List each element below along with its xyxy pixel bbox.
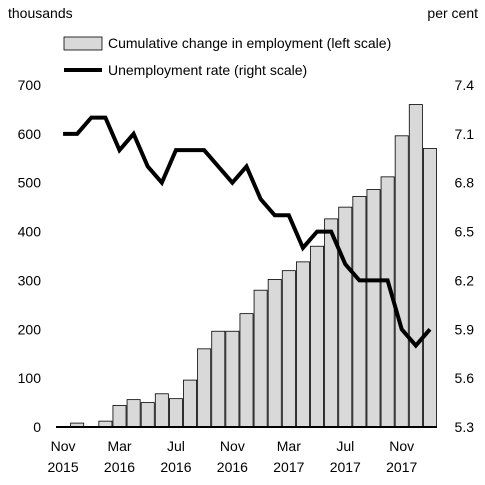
employment-bar	[211, 330, 226, 428]
x-tick-year: 2017	[386, 459, 417, 475]
x-axis-ticks: Nov 2015 Mar 2016 Jul 2016 Nov 2016 Mar 2017 Jul 20…	[47, 438, 417, 475]
left-axis-unit: thousands	[8, 5, 73, 21]
left-axis-ticks: 0 100 200 300 400 500 600 700	[18, 77, 42, 435]
right-tick-label: 7.1	[455, 126, 475, 142]
unemployment-rate-line	[63, 115, 432, 349]
legend: Cumulative change in employment (left sc…	[63, 35, 391, 78]
left-tick-label: 200	[18, 321, 42, 337]
employment-bar	[394, 135, 409, 428]
legend-line-label: Unemployment rate (right scale)	[108, 62, 307, 78]
employment-bar	[352, 195, 367, 428]
left-tick-label: 300	[18, 272, 42, 288]
employment-bar	[168, 398, 183, 428]
x-tick-month: Nov	[220, 438, 245, 454]
left-tick-label: 100	[18, 370, 42, 386]
left-tick-label: 0	[33, 419, 41, 435]
employment-bar	[140, 402, 155, 428]
left-tick-label: 700	[18, 77, 42, 93]
right-tick-label: 7.4	[455, 77, 475, 93]
employment-bar	[324, 218, 339, 428]
x-tick-year: 2017	[330, 459, 361, 475]
unemployment-line-layer	[63, 115, 432, 349]
right-tick-label: 5.6	[455, 370, 475, 386]
employment-bar	[295, 261, 310, 428]
x-tick-year: 2015	[47, 459, 78, 475]
employment-bar	[422, 148, 437, 428]
x-tick-year: 2017	[273, 459, 304, 475]
employment-bar	[183, 379, 198, 428]
employment-bar	[197, 348, 212, 428]
right-axis-unit: per cent	[427, 5, 478, 21]
x-tick-month: Mar	[107, 438, 131, 454]
employment-bar	[225, 330, 240, 428]
employment-bar	[310, 245, 325, 428]
right-axis-ticks: 5.3 5.6 5.9 6.2 6.5 6.8 7.1 7.4	[455, 77, 475, 435]
employment-bars	[70, 104, 437, 428]
x-tick-month: Mar	[277, 438, 301, 454]
employment-bar	[112, 405, 127, 428]
employment-bar	[267, 279, 282, 428]
legend-bar-swatch	[63, 36, 103, 51]
x-tick-month: Nov	[389, 438, 414, 454]
left-tick-label: 400	[18, 224, 42, 240]
employment-bar	[281, 270, 296, 428]
employment-bar	[126, 399, 141, 428]
right-tick-label: 5.9	[455, 321, 475, 337]
legend-bar-label: Cumulative change in employment (left sc…	[108, 35, 391, 51]
x-tick-month: Jul	[167, 438, 185, 454]
left-tick-label: 600	[18, 126, 42, 142]
right-tick-label: 6.8	[455, 175, 475, 191]
x-tick-year: 2016	[217, 459, 248, 475]
employment-bar	[338, 206, 353, 428]
employment-bar	[154, 393, 169, 428]
employment-bar	[239, 313, 254, 428]
right-tick-label: 6.5	[455, 224, 475, 240]
x-tick-month: Nov	[51, 438, 76, 454]
employment-bar	[253, 289, 268, 428]
x-tick-year: 2016	[104, 459, 135, 475]
x-tick-month: Jul	[336, 438, 354, 454]
right-tick-label: 6.2	[455, 272, 475, 288]
employment-bar	[408, 104, 423, 428]
right-tick-label: 5.3	[455, 419, 475, 435]
x-tick-year: 2016	[160, 459, 191, 475]
left-tick-label: 500	[18, 175, 42, 191]
employment-bar	[366, 189, 381, 428]
